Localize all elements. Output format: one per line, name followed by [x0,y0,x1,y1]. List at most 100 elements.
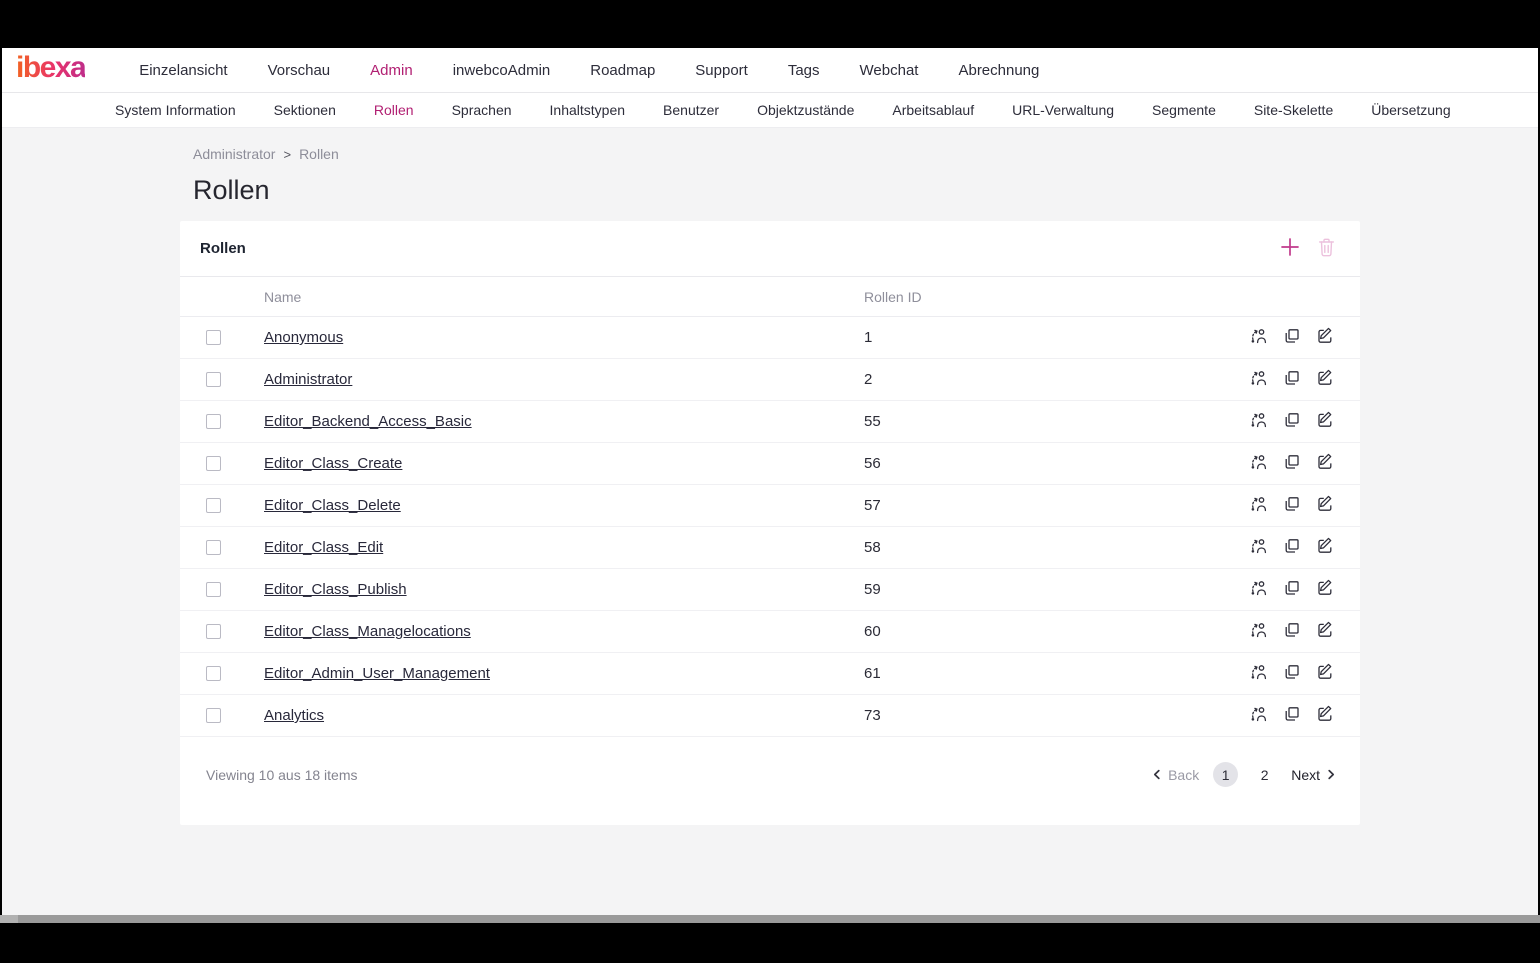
pagination-page-2[interactable]: 2 [1260,766,1269,783]
subnav-uebersetzung[interactable]: Übersetzung [1371,102,1451,118]
assign-users-button[interactable] [1248,325,1270,350]
subnav-inhaltstypen[interactable]: Inhaltstypen [549,102,626,118]
column-header-name: Name [264,288,302,305]
row-checkbox[interactable] [206,666,221,681]
edit-icon [1316,579,1334,600]
copy-role-button[interactable] [1281,451,1303,476]
role-id: 57 [864,497,881,514]
horizontal-scrollbar[interactable] [0,915,1540,923]
copy-role-button[interactable] [1281,409,1303,434]
edit-role-button[interactable] [1314,409,1336,434]
copy-role-button[interactable] [1281,577,1303,602]
row-checkbox[interactable] [206,582,221,597]
edit-icon [1316,369,1334,390]
role-name-link[interactable]: Editor_Class_Edit [264,539,384,556]
copy-role-button[interactable] [1281,661,1303,686]
roles-panel-title: Rollen [200,240,246,257]
table-row: Administrator 2 [180,359,1360,401]
nav-tags[interactable]: Tags [787,61,820,79]
subnav-rollen[interactable]: Rollen [373,102,414,118]
edit-role-button[interactable] [1314,703,1336,728]
role-name-link[interactable]: Editor_Backend_Access_Basic [264,413,472,430]
table-row: Editor_Class_Edit 58 [180,527,1360,569]
table-row: Editor_Class_Managelocations 60 [180,611,1360,653]
subnav-arbeitsablauf[interactable]: Arbeitsablauf [892,102,975,118]
row-checkbox[interactable] [206,624,221,639]
copy-role-button[interactable] [1281,619,1303,644]
pagination-next-button[interactable]: Next [1291,767,1336,783]
assign-users-icon [1250,453,1268,474]
edit-role-button[interactable] [1314,493,1336,518]
nav-roadmap[interactable]: Roadmap [590,61,656,79]
table-header-row: Name Rollen ID [180,277,1360,317]
row-checkbox[interactable] [206,330,221,345]
breadcrumb-administrator[interactable]: Administrator [193,146,276,162]
assign-users-button[interactable] [1248,619,1270,644]
nav-vorschau[interactable]: Vorschau [267,61,331,79]
edit-role-button[interactable] [1314,577,1336,602]
edit-role-button[interactable] [1314,619,1336,644]
nav-webchat[interactable]: Webchat [859,61,919,79]
role-name-link[interactable]: Analytics [264,707,325,724]
edit-role-button[interactable] [1314,535,1336,560]
subnav-site-skelette[interactable]: Site-Skelette [1253,102,1334,118]
copy-role-button[interactable] [1281,703,1303,728]
nav-inwebcoadmin[interactable]: inwebcoAdmin [452,61,551,79]
table-row: Editor_Admin_User_Management 61 [180,653,1360,695]
nav-support[interactable]: Support [695,61,748,79]
ibexa-logo[interactable]: ibexa [16,53,87,87]
nav-abrechnung[interactable]: Abrechnung [958,61,1040,79]
row-checkbox[interactable] [206,540,221,555]
row-checkbox[interactable] [206,414,221,429]
assign-users-button[interactable] [1248,703,1270,728]
assign-users-button[interactable] [1248,661,1270,686]
assign-users-button[interactable] [1248,535,1270,560]
copy-icon [1283,621,1301,642]
edit-role-button[interactable] [1314,367,1336,392]
role-name-link[interactable]: Editor_Admin_User_Management [264,665,490,682]
copy-role-button[interactable] [1281,325,1303,350]
role-name-link[interactable]: Anonymous [264,329,344,346]
plus-icon [1279,236,1301,261]
scrollbar-thumb[interactable] [0,915,18,923]
pagination-back-button[interactable]: Back [1152,767,1199,783]
subnav-objektzustaende[interactable]: Objektzustände [757,102,855,118]
subnav-system-information[interactable]: System Information [115,102,236,118]
assign-users-button[interactable] [1248,409,1270,434]
role-name-link[interactable]: Editor_Class_Create [264,455,403,472]
edit-role-button[interactable] [1314,661,1336,686]
row-checkbox[interactable] [206,498,221,513]
role-name-link[interactable]: Editor_Class_Managelocations [264,623,471,640]
role-name-link[interactable]: Editor_Class_Publish [264,581,407,598]
edit-role-button[interactable] [1314,325,1336,350]
pagination-page-1[interactable]: 1 [1213,762,1239,787]
edit-role-button[interactable] [1314,451,1336,476]
subnav-sektionen[interactable]: Sektionen [273,102,336,118]
app-window: ibexa Einzelansicht Vorschau Admin inweb… [2,48,1538,915]
chevron-left-icon [1152,767,1162,783]
copy-role-button[interactable] [1281,535,1303,560]
delete-role-button[interactable] [1315,235,1338,262]
copy-role-button[interactable] [1281,493,1303,518]
edit-icon [1316,705,1334,726]
row-checkbox[interactable] [206,708,221,723]
assign-users-button[interactable] [1248,493,1270,518]
subnav-url-verwaltung[interactable]: URL-Verwaltung [1012,102,1115,118]
nav-einzelansicht[interactable]: Einzelansicht [139,61,228,79]
copy-icon [1283,579,1301,600]
assign-users-button[interactable] [1248,577,1270,602]
nav-admin[interactable]: Admin [370,61,413,79]
row-checkbox[interactable] [206,372,221,387]
subnav-segmente[interactable]: Segmente [1152,102,1216,118]
assign-users-button[interactable] [1248,367,1270,392]
copy-icon [1283,327,1301,348]
subnav-sprachen[interactable]: Sprachen [451,102,512,118]
assign-users-button[interactable] [1248,451,1270,476]
add-role-button[interactable] [1277,234,1303,263]
row-checkbox[interactable] [206,456,221,471]
role-name-link[interactable]: Administrator [264,371,353,388]
copy-role-button[interactable] [1281,367,1303,392]
role-name-link[interactable]: Editor_Class_Delete [264,497,401,514]
subnav-benutzer[interactable]: Benutzer [663,102,720,118]
